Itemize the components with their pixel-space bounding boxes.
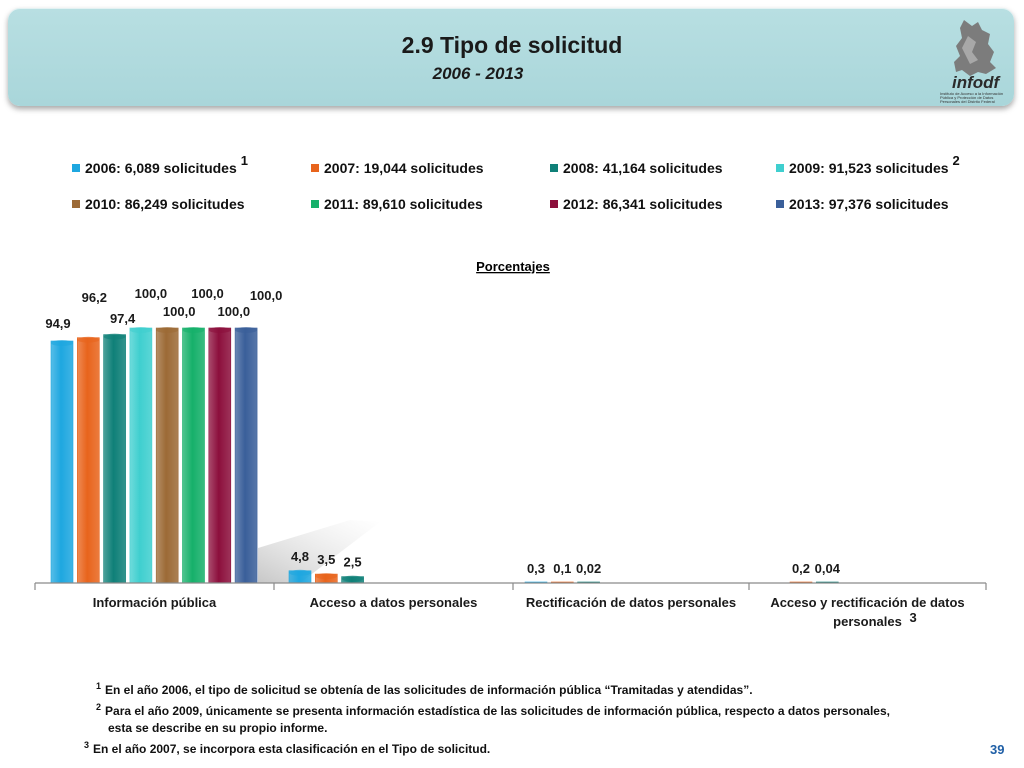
data-label: 0,04 <box>815 561 841 576</box>
legend-label: 2010: 86,249 solicitudes <box>85 196 245 212</box>
category-label: personales <box>833 614 902 629</box>
bar-cap <box>315 573 338 580</box>
page-number: 39 <box>990 742 1005 757</box>
legend-swatch <box>311 164 319 172</box>
bar <box>77 337 100 584</box>
bar-cap <box>77 336 100 343</box>
bar-cap <box>51 340 73 347</box>
footnote-1: 1 En el año 2006, el tipo de solicitud se… <box>96 681 753 697</box>
footnote-2: 2 Para el año 2009, únicamente se present… <box>96 702 890 718</box>
bar-cap <box>156 327 179 333</box>
legend-item: 2008: 41,164 solicitudes <box>550 160 723 176</box>
footnote-3: 3 En el año 2007, se incorpora esta clasi… <box>84 740 491 756</box>
bar-cap <box>129 327 152 333</box>
category-label: Acceso y rectificación de datos <box>770 595 964 610</box>
data-label: 0,02 <box>576 561 601 576</box>
legend-label: 2008: 41,164 solicitudes <box>563 160 723 176</box>
logo-text: infodf <box>952 73 1000 92</box>
legend-swatch <box>776 164 784 172</box>
legend-footnote-mark: 2 <box>952 152 960 168</box>
infodf-logo-icon <box>954 20 996 76</box>
legend-item: 2006: 6,089 solicitudes 1 <box>72 153 248 176</box>
page-subtitle: 2006 - 2013 <box>432 64 524 83</box>
chart-title: Porcentajes <box>476 259 550 274</box>
legend-swatch <box>550 164 558 172</box>
legend-label: 2007: 19,044 solicitudes <box>324 160 484 176</box>
legend-label: 2006: 6,089 solicitudes <box>85 160 237 176</box>
footnotes: 1 En el año 2006, el tipo de solicitud se… <box>84 678 956 758</box>
bar-cap <box>208 327 231 333</box>
data-label: 100,0 <box>218 304 251 319</box>
legend-label: 2009: 91,523 solicitudes <box>789 160 949 176</box>
data-label: 96,2 <box>82 290 107 305</box>
category-footnote-mark: 3 <box>910 610 917 625</box>
legend-label: 2012: 86,341 solicitudes <box>563 196 723 212</box>
legend-swatch <box>72 164 80 172</box>
bar <box>182 327 205 584</box>
bar-cap <box>235 327 258 333</box>
data-label: 3,5 <box>317 552 335 567</box>
data-label: 2,5 <box>344 555 362 570</box>
data-label: 97,4 <box>110 311 136 326</box>
data-label: 100,0 <box>191 286 224 301</box>
legend-swatch <box>550 200 558 208</box>
page-title: 2.9 Tipo de solicitud <box>401 32 623 58</box>
bar-cap <box>182 327 205 333</box>
bar <box>234 327 258 584</box>
bar <box>50 340 74 584</box>
legend-swatch <box>776 200 784 208</box>
data-label: 4,8 <box>291 549 309 564</box>
legend-item: 2011: 89,610 solicitudes <box>311 196 483 212</box>
legend-item: 2012: 86,341 solicitudes <box>550 196 723 212</box>
bar-cap <box>341 575 364 582</box>
legend-item: 2009: 91,523 solicitudes 2 <box>776 153 960 176</box>
bar-chart: Porcentajes 94,996,297,4100,0100,0100,01… <box>34 259 987 629</box>
bar <box>208 327 232 584</box>
header-banner <box>8 8 1014 106</box>
legend-item: 2007: 19,044 solicitudes <box>311 160 484 176</box>
category-label: Rectificación de datos personales <box>526 595 736 610</box>
bar <box>103 334 126 584</box>
bar-shadow <box>258 520 380 583</box>
category-label: Información pública <box>93 595 217 610</box>
legend-swatch <box>311 200 319 208</box>
data-label: 100,0 <box>163 304 196 319</box>
footnote-2-cont: esta se describe en su propio informe. <box>108 721 328 735</box>
data-label: 100,0 <box>250 288 283 303</box>
legend-footnote-mark: 1 <box>240 152 248 168</box>
legend-swatch <box>72 200 80 208</box>
data-label: 0,3 <box>527 561 545 576</box>
legend-label: 2013: 97,376 solicitudes <box>789 196 949 212</box>
logo-caption: Instituto de Acceso a la Información Púb… <box>940 91 1004 104</box>
data-label: 100,0 <box>135 286 168 301</box>
data-label: 0,2 <box>792 561 810 576</box>
bar <box>129 327 153 584</box>
legend-label: 2011: 89,610 solicitudes <box>324 196 483 212</box>
legend-item: 2013: 97,376 solicitudes <box>776 196 949 212</box>
bar <box>155 327 179 584</box>
bar-cap <box>103 333 126 340</box>
bar-cap <box>289 569 311 576</box>
data-label: 0,1 <box>553 561 571 576</box>
legend-item: 2010: 86,249 solicitudes <box>72 196 245 212</box>
data-label: 94,9 <box>45 316 70 331</box>
category-label: Acceso a datos personales <box>310 595 478 610</box>
